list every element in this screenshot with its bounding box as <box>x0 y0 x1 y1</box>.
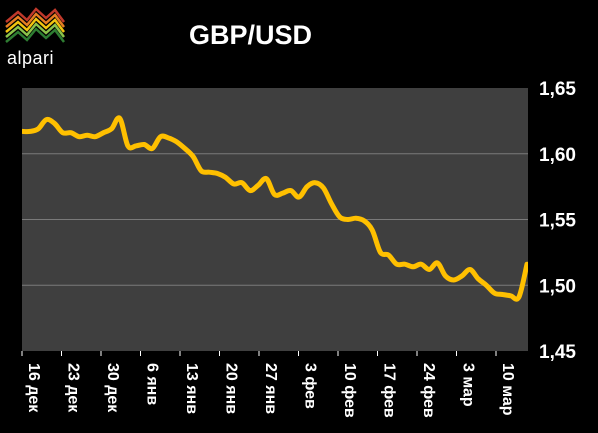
x-tick-label: 16 дек <box>25 363 42 413</box>
logo-mark-icon <box>5 7 65 43</box>
x-tick-label: 10 фев <box>341 363 358 418</box>
x-tick-label: 30 дек <box>104 363 121 413</box>
x-tick-label: 6 янв <box>144 363 161 405</box>
y-tick-label: 1,50 <box>539 276 576 297</box>
series-line <box>22 115 528 302</box>
x-tick-label: 3 мар <box>460 363 477 407</box>
y-tick-label: 1,45 <box>539 342 576 363</box>
x-tick-label: 13 янв <box>183 363 200 414</box>
y-tick-label: 1,60 <box>539 145 576 166</box>
x-tick-label: 27 янв <box>262 363 279 414</box>
x-tick-label: 10 мар <box>499 363 516 416</box>
x-tick-label: 23 дек <box>65 363 82 413</box>
y-tick-label: 1,55 <box>539 211 576 232</box>
x-tick-label: 20 янв <box>223 363 240 414</box>
logo-text: alpari <box>7 48 55 68</box>
x-tick-label: 3 фев <box>302 363 319 409</box>
y-tick-label: 1,65 <box>539 79 576 100</box>
chart-title: GBP/USD <box>189 20 313 50</box>
x-tick-label: 24 фев <box>420 363 437 418</box>
x-tick-label: 17 фев <box>381 363 398 418</box>
